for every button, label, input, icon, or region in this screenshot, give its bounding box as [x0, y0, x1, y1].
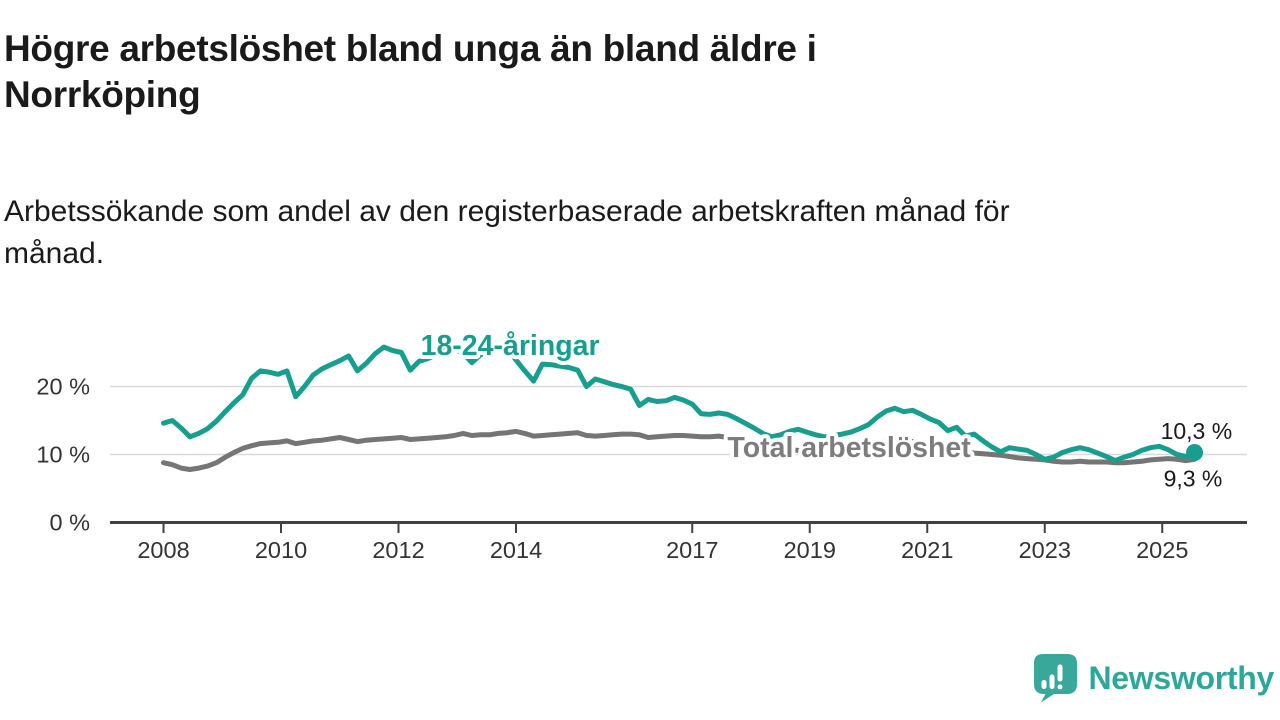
bar-tall — [1049, 674, 1054, 689]
x-tick-label-2012: 2012 — [372, 537, 424, 563]
x-tick-label-2019: 2019 — [784, 537, 836, 563]
end-value-label-total: 9,3 % — [1164, 465, 1223, 491]
x-tick-label-2025: 2025 — [1136, 537, 1188, 563]
end-value-label-youth: 10,3 % — [1161, 418, 1233, 444]
y-tick-label-10: 10 % — [36, 442, 90, 468]
bar-short — [1041, 680, 1046, 689]
chart-subtitle: Arbetssökande som andel av den registerb… — [4, 195, 1010, 270]
x-tick-label-2017: 2017 — [666, 537, 718, 563]
series-line-total — [161, 428, 1198, 472]
x-tick-label-2010: 2010 — [255, 537, 307, 563]
series-line-youth — [161, 341, 1198, 464]
series-label-youth: 18-24-åringar — [421, 330, 600, 362]
newsworthy-logo: Newsworthy — [1033, 653, 1275, 703]
line-chart-canvas: 0 % 10 % 20 % 2008 2010 2012 2014 2017 2019 2021 2… — [36, 326, 1247, 563]
line-chart: 0 % 10 % 20 % 2008 2010 2012 2014 2017 2019 2021 2… — [0, 300, 1280, 590]
series-end-dot-youth — [1186, 443, 1204, 461]
x-tick-label-2023: 2023 — [1019, 537, 1071, 563]
exclamation-bar — [1057, 664, 1062, 682]
x-tick-label-2021: 2021 — [901, 537, 953, 563]
exclamation-dot — [1057, 684, 1062, 690]
y-tick-label-20: 20 % — [36, 374, 90, 400]
page-title: Högre arbetslöshet bland unga än bland ä… — [4, 28, 817, 115]
y-tick-label-0: 0 % — [50, 510, 91, 536]
x-tick-label-2008: 2008 — [137, 537, 189, 563]
x-tick-label-2014: 2014 — [490, 537, 542, 563]
bubble-shape — [1033, 654, 1077, 703]
newsworthy-speech-bubble-icon — [1033, 654, 1077, 703]
newsworthy-wordmark: Newsworthy — [1088, 659, 1275, 696]
series-label-total: Total arbetslöshet — [727, 432, 971, 464]
